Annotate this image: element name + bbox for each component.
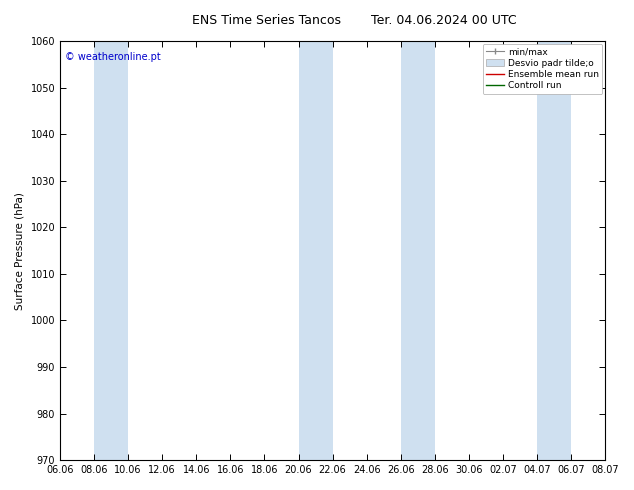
Text: Ter. 04.06.2024 00 UTC: Ter. 04.06.2024 00 UTC [371,14,517,27]
Bar [299,41,333,460]
Text: © weatheronline.pt: © weatheronline.pt [65,51,161,62]
Bar [401,41,435,460]
Legend: min/max, Desvio padr tilde;o, Ensemble mean run, Controll run: min/max, Desvio padr tilde;o, Ensemble m… [482,44,602,94]
Y-axis label: Surface Pressure (hPa): Surface Pressure (hPa) [15,192,25,310]
Text: ENS Time Series Tancos: ENS Time Series Tancos [191,14,341,27]
Bar [537,41,571,460]
Bar [94,41,128,460]
